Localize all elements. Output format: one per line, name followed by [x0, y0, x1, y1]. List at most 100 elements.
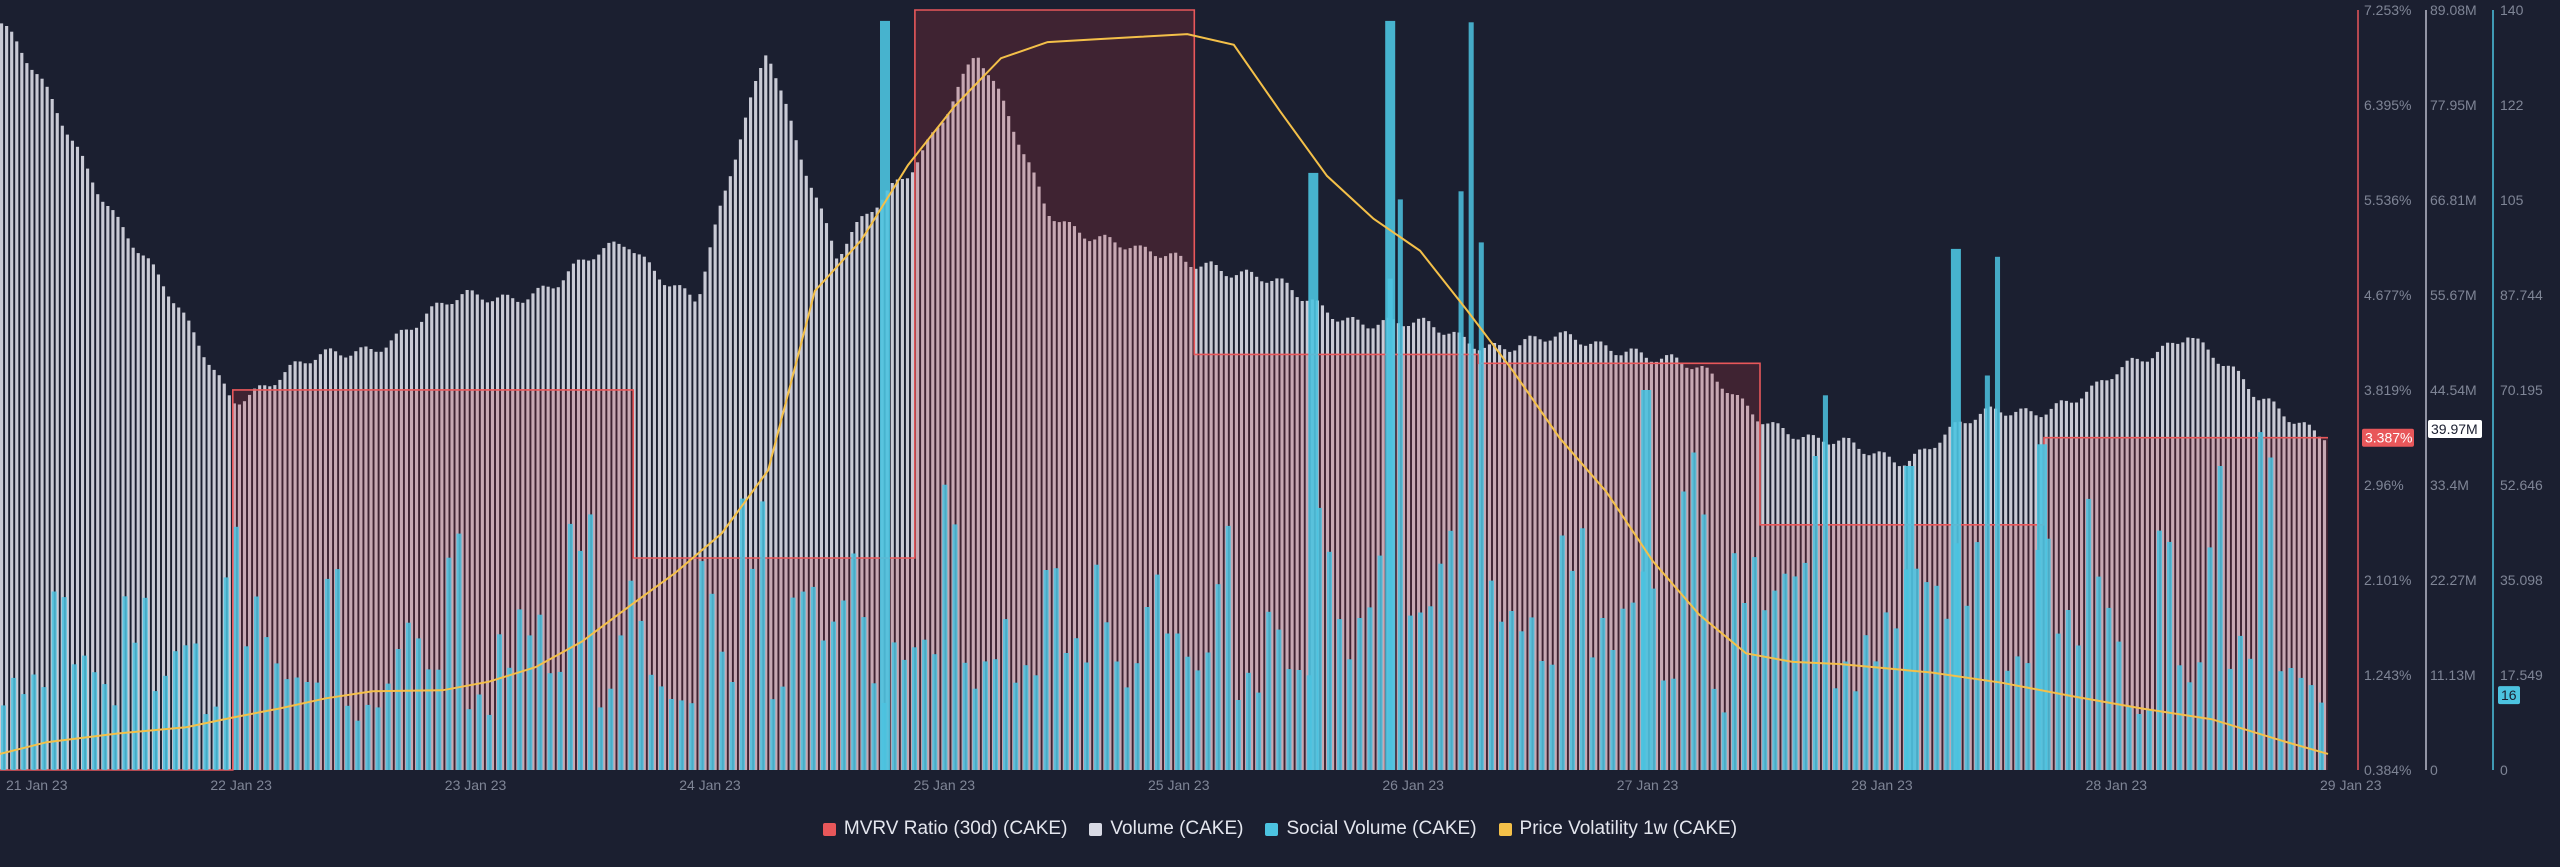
volume-bar [1725, 393, 1729, 770]
volume-bar [308, 363, 312, 770]
social-bar [1428, 606, 1434, 770]
volume-bar [1032, 172, 1036, 770]
social-bar [1134, 663, 1140, 770]
legend: MVRV Ratio (30d) (CAKE) Volume (CAKE) So… [0, 818, 2560, 840]
mvrv-tick-label: 2.101% [2364, 572, 2411, 588]
volume-bar [662, 285, 667, 770]
mvrv-tick-label: 5.536% [2364, 192, 2411, 208]
social-bar [922, 639, 928, 770]
volume-bar [1280, 278, 1284, 770]
volume-bar [627, 249, 631, 771]
social-bar [760, 501, 766, 770]
x-tick-label: 25 Jan 23 [914, 777, 976, 793]
volume-bar [2145, 361, 2149, 770]
volume-bar [789, 120, 793, 770]
legend-item-mvrv[interactable]: MVRV Ratio (30d) (CAKE) [822, 818, 1067, 840]
volume-bar [1746, 405, 1750, 770]
volume-bar [1341, 320, 1345, 770]
social-bar [395, 649, 401, 770]
volume-bar [2014, 411, 2018, 770]
social-bar [1114, 661, 1120, 770]
volume-bar [207, 364, 211, 770]
social-bar [770, 699, 776, 770]
social-bar [2075, 645, 2082, 770]
volume-bar [106, 206, 110, 770]
volume-bar [1234, 275, 1238, 770]
volume-bar [1609, 350, 1613, 770]
social-bar [203, 714, 209, 770]
volume-bar [111, 210, 115, 771]
volume-bar [1214, 265, 1218, 770]
volume-tick-label: 89.08M [2430, 2, 2477, 18]
volume-bar [602, 248, 606, 771]
volume-bar [273, 385, 277, 770]
social-bar [233, 526, 239, 770]
volume-bar [394, 333, 398, 770]
social-bar [1701, 514, 1707, 770]
volume-current-badge: 39.97M [2431, 421, 2478, 437]
social-bar [2268, 457, 2274, 770]
social-bar [1944, 618, 1950, 770]
social-bar [1276, 629, 1282, 770]
volume-bar [2080, 398, 2084, 770]
volume-bar [1158, 257, 1163, 770]
volume-bar [167, 296, 171, 770]
volume-bar [895, 179, 899, 770]
social-bar [1671, 678, 1677, 770]
social-bar [1620, 608, 1626, 770]
social-spike [1385, 20, 1396, 770]
volume-bar [2211, 357, 2215, 770]
volume-bar [1720, 388, 1724, 770]
social-bar [2308, 685, 2314, 770]
volume-bar [1325, 312, 1330, 770]
volume-bar [1290, 290, 1294, 770]
volume-bar [86, 168, 90, 771]
social-bar [1630, 602, 1636, 770]
volume-bar [1892, 462, 1896, 770]
legend-label-volatility: Price Volatility 1w (CAKE) [1519, 818, 1738, 839]
legend-item-volume[interactable]: Volume (CAKE) [1089, 818, 1243, 840]
volume-bar [905, 178, 910, 771]
mvrv-tick-label: 7.253% [2364, 2, 2411, 18]
volume-bar [673, 285, 677, 770]
volume-bar [1153, 256, 1158, 771]
social-bar [162, 675, 169, 770]
social-bar [2288, 668, 2294, 770]
volume-bar [2252, 396, 2256, 770]
social-bar [1144, 607, 1150, 770]
volume-bar [2241, 379, 2246, 770]
social-bar [962, 662, 968, 770]
volume-bar [1482, 347, 1486, 770]
volume-bar [986, 75, 991, 770]
volume-bar [2019, 408, 2023, 770]
volume-bar [1270, 281, 1274, 770]
social-bar [557, 671, 563, 770]
volume-bar [890, 183, 894, 770]
volume-bar [900, 179, 904, 770]
social-bar [415, 638, 422, 770]
volume-bar [1999, 412, 2003, 770]
social-bar [122, 596, 128, 770]
social-bar [1893, 628, 1899, 770]
mvrv-tick-label: 1.243% [2364, 667, 2411, 683]
volume-bar [485, 302, 489, 770]
social-spike [1950, 248, 1961, 770]
social-tick-label: 35.098 [2500, 572, 2543, 588]
social-bar [689, 703, 695, 770]
x-tick-label: 24 Jan 23 [679, 777, 741, 793]
volume-bar [738, 139, 743, 770]
volume-bar [15, 41, 19, 770]
social-bar [1033, 675, 1039, 770]
volume-bar [1179, 255, 1183, 770]
legend-item-social[interactable]: Social Volume (CAKE) [1265, 818, 1477, 840]
social-bar [1418, 612, 1424, 770]
volume-bar [323, 349, 328, 770]
volume-bar [2130, 357, 2134, 770]
volume-bar [996, 88, 1001, 770]
volume-bar [1887, 456, 1891, 770]
volume-bar [2247, 389, 2251, 770]
volatility-line [0, 33, 2329, 755]
social-bar [1235, 700, 1241, 770]
volume-bar [1589, 343, 1593, 770]
legend-item-volatility[interactable]: Price Volatility 1w (CAKE) [1498, 818, 1738, 840]
